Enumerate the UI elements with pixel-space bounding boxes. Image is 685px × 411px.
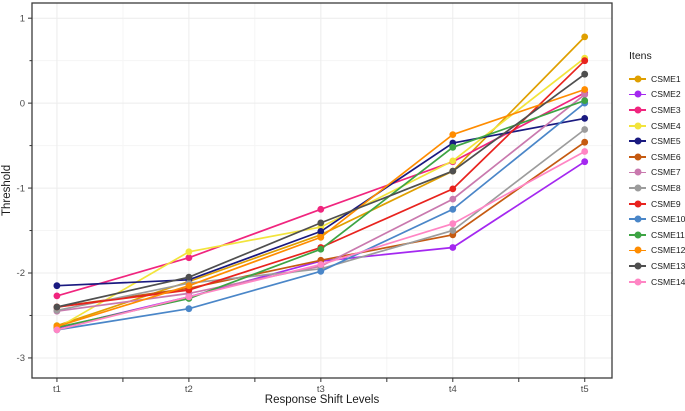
data-point-csme4 [449,157,457,165]
legend-item-label: CSME10 [651,214,685,225]
legend-item-label: CSME2 [651,89,681,100]
legend-item-label: CSME11 [651,229,685,240]
data-point-csme12 [581,86,589,93]
legend-item-label: CSME1 [651,73,681,84]
legend-item-csme2: CSME2 [629,87,685,103]
legend-item-label: CSME9 [651,198,681,209]
data-point-csme13 [581,70,589,78]
panel-border [31,2,613,379]
data-point-csme2 [449,244,457,251]
data-point-csme5 [581,115,589,122]
legend-key-icon [629,245,646,255]
x-tick-label: t5 [581,384,589,395]
x-tick-label: t2 [185,384,193,395]
data-point-csme6 [581,138,589,146]
data-point-csme13 [185,273,193,281]
legend-key-icon [629,74,646,84]
data-point-csme14 [581,148,589,155]
data-point-csme13 [317,219,325,227]
legend-item-csme10: CSME10 [629,211,685,227]
legend-key-icon [629,277,646,287]
legend-item-label: CSME6 [651,151,681,162]
legend-item-label: CSME5 [651,136,681,147]
legend-item-label: CSME3 [651,104,681,115]
legend-item-label: CSME12 [651,245,685,256]
legend-item-label: CSME8 [651,182,681,193]
legend-key-icon [629,199,646,209]
data-point-csme13 [53,303,61,311]
legend-key-icon [629,167,646,177]
legend-key-icon [629,183,646,193]
data-point-csme12 [185,282,193,290]
legend-item-label: CSME7 [651,167,681,178]
legend-item-label: CSME4 [651,120,681,131]
data-point-csme5 [53,282,61,290]
data-point-csme10 [449,205,457,213]
data-point-csme12 [317,233,325,241]
legend-item-csme12: CSME12 [629,243,685,259]
legend-key-icon [629,89,646,99]
x-tick-label: t1 [53,384,61,395]
data-point-csme5 [317,228,325,235]
legend-key-icon [629,121,646,131]
legend-key-icon [629,136,646,146]
legend-key-icon [629,230,646,240]
data-point-csme7 [581,91,589,98]
data-point-csme12 [449,131,457,139]
y-tick-label: -3 [17,353,25,364]
legend-key-icon [629,152,646,162]
data-point-csme14 [317,261,325,268]
legend-item-csme4: CSME4 [629,118,685,134]
data-point-csme9 [581,57,589,65]
legend-item-csme13: CSME13 [629,258,685,274]
data-point-csme4 [185,248,193,256]
legend-title: Itens [629,50,652,62]
y-tick-label: -2 [17,268,25,279]
data-point-csme2 [581,158,589,166]
data-point-csme11 [317,245,325,253]
y-tick-label: 0 [20,98,25,109]
y-tick-label: -1 [17,183,25,194]
legend-item-csme5: CSME5 [629,133,685,149]
legend-key-icon [629,261,646,271]
data-point-csme7 [449,195,457,203]
legend-item-csme9: CSME9 [629,196,685,212]
legend-item-csme14: CSME14 [629,274,685,290]
data-point-csme3 [53,292,61,300]
legend-item-csme8: CSME8 [629,180,685,196]
data-point-csme8 [581,126,589,133]
data-point-csme1 [581,33,589,41]
data-point-csme14 [185,293,193,301]
y-tick-label: 1 [20,13,25,24]
legend-item-csme3: CSME3 [629,102,685,118]
data-point-csme3 [185,254,193,262]
data-point-csme13 [449,167,457,175]
data-point-csme14 [449,220,457,228]
legend-item-csme1: CSME1 [629,71,685,87]
data-point-csme11 [449,143,457,151]
legend-item-label: CSME14 [651,276,685,287]
data-point-csme10 [317,267,325,275]
legend-item-label: CSME13 [651,260,685,271]
data-point-csme3 [317,205,325,213]
legend-item-csme6: CSME6 [629,149,685,165]
panel-background [32,3,612,378]
data-point-csme14 [53,326,61,334]
x-tick-label: t4 [449,384,457,395]
data-point-csme9 [449,185,457,193]
data-point-csme10 [185,305,193,313]
legend-item-csme7: CSME7 [629,165,685,181]
x-axis-title: Response Shift Levels [264,394,380,406]
data-point-csme8 [449,227,457,234]
legend-item-csme11: CSME11 [629,227,685,243]
legend: Itens CSME1 CSME2 CSME3 CSME4 CSME5 CSME6 CSME… [629,50,685,289]
legend-key-icon [629,105,646,115]
x-tick-label: t3 [317,384,325,395]
y-axis-title: Threshold [1,164,13,217]
legend-items: CSME1 CSME2 CSME3 CSME4 CSME5 CSME6 CSME7 CSME8… [629,71,685,289]
data-point-csme11 [581,97,589,104]
legend-key-icon [629,214,646,224]
